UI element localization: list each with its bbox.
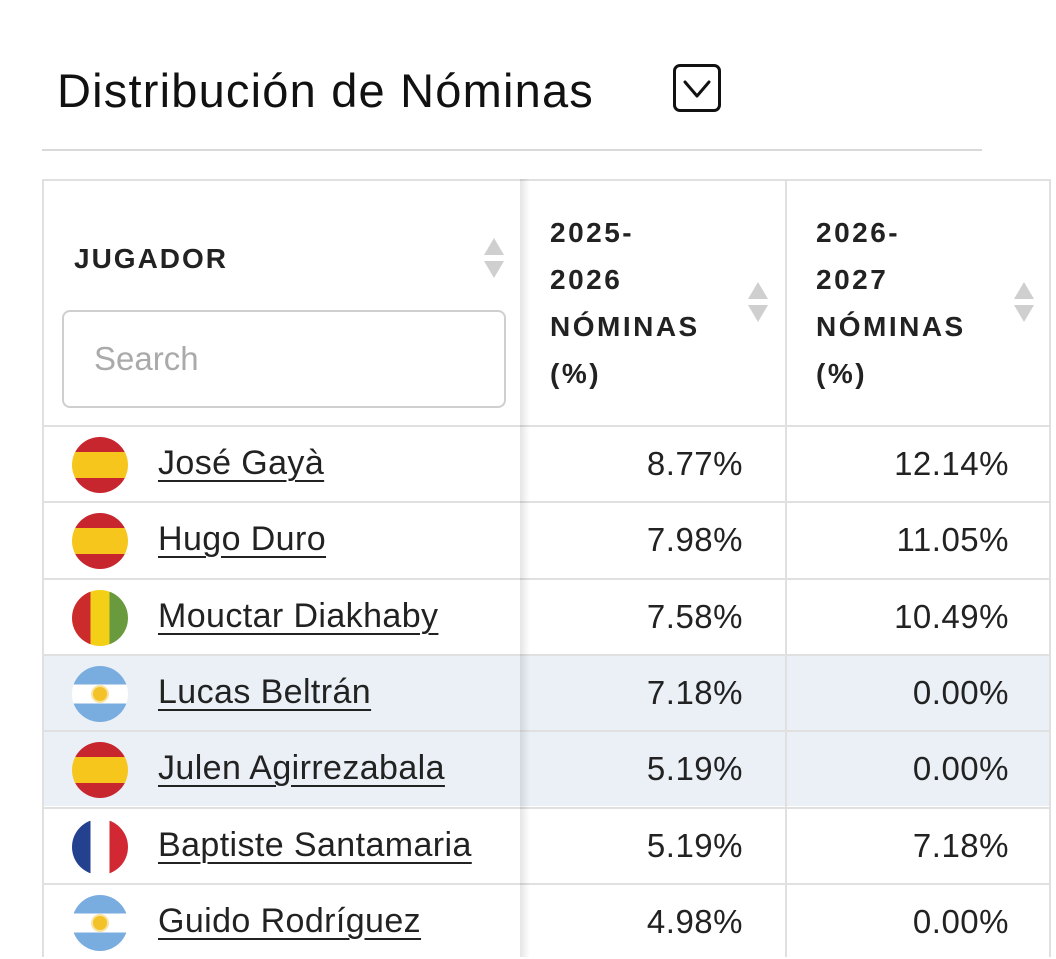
payroll-percent-cell: 12.14% (894, 445, 1009, 482)
table-row: Mouctar Diakhaby (44, 578, 520, 654)
argentina-flag-icon (72, 895, 128, 951)
collapse-toggle-button[interactable] (673, 64, 721, 112)
section-title: Distribución de Nóminas (57, 63, 594, 117)
payroll-percent-cell: 8.77% (646, 445, 743, 482)
player-name-link[interactable]: Hugo Duro (158, 520, 327, 558)
table-row: Julen Agirrezabala (44, 730, 520, 806)
season-2026-2027-header[interactable]: 2026- 2027 NÓMINAS (%) (816, 209, 986, 397)
table-row: 7.58% (520, 578, 785, 654)
player-name-link[interactable]: Lucas Beltrán (158, 673, 372, 711)
table-row: 10.49% (787, 578, 1049, 654)
player-column-header[interactable]: JUGADOR (44, 181, 520, 425)
payroll-table: JUGADOR José Gayà Hugo Duro Mouctar Diakha… (42, 179, 1056, 957)
table-row: 7.18% (520, 654, 785, 730)
player-name-link[interactable]: Baptiste Santamaria (158, 826, 472, 864)
table-row: Baptiste Santamaria (44, 807, 520, 883)
header-line: NÓMINAS (550, 311, 700, 342)
table-row: 5.19% (520, 730, 785, 806)
payroll-percent-cell: 0.00% (912, 903, 1009, 940)
argentina-flag-icon (72, 666, 128, 722)
spain-flag-icon (72, 437, 128, 493)
table-row: 7.98% (520, 501, 785, 577)
payroll-percent-cell: 7.58% (646, 598, 743, 635)
table-row: José Gayà (44, 425, 520, 501)
payroll-percent-cell: 11.05% (896, 521, 1009, 558)
sort-icon[interactable] (484, 238, 504, 282)
payroll-percent-cell: 7.18% (646, 674, 743, 711)
sort-icon[interactable] (748, 282, 768, 326)
spain-flag-icon (72, 742, 128, 798)
payroll-percent-cell: 7.98% (646, 521, 743, 558)
payroll-percent-cell: 7.18% (912, 827, 1009, 864)
player-name-link[interactable]: Guido Rodríguez (158, 902, 422, 940)
table-row: 12.14% (787, 425, 1049, 501)
header-line: (%) (816, 358, 868, 389)
france-flag-icon (72, 819, 128, 875)
header-divider (42, 149, 982, 151)
chevron-down-icon (683, 80, 711, 98)
payroll-percent-cell: 10.49% (894, 598, 1009, 635)
payroll-percent-cell: 4.98% (646, 903, 743, 940)
guinea-flag-icon (72, 590, 128, 646)
table-row: Guido Rodríguez (44, 883, 520, 959)
sort-icon[interactable] (1014, 282, 1034, 326)
header-line: NÓMINAS (816, 311, 966, 342)
player-column: JUGADOR José Gayà Hugo Duro Mouctar Diakha… (42, 179, 520, 957)
table-row: Lucas Beltrán (44, 654, 520, 730)
payroll-percent-cell: 5.19% (646, 827, 743, 864)
spain-flag-icon (72, 513, 128, 569)
header-line: 2025- (550, 217, 635, 248)
header-line: 2027 (816, 264, 889, 295)
table-row: 0.00% (787, 883, 1049, 959)
header-line: 2026 (550, 264, 623, 295)
table-row: 5.19% (520, 807, 785, 883)
table-row: 8.77% (520, 425, 785, 501)
table-row: Hugo Duro (44, 501, 520, 577)
table-row: 11.05% (787, 501, 1049, 577)
player-name-link[interactable]: José Gayà (158, 444, 325, 482)
season-2025-2026-header[interactable]: 2025- 2026 NÓMINAS (%) (550, 209, 720, 397)
payroll-percent-cell: 0.00% (912, 674, 1009, 711)
header-line: (%) (550, 358, 602, 389)
payroll-percent-cell: 5.19% (646, 750, 743, 787)
season-2025-2026-column: 2025- 2026 NÓMINAS (%) 8.77% 7.98% 7.58% 7.… (520, 179, 787, 957)
player-name-link[interactable]: Mouctar Diakhaby (158, 597, 439, 635)
table-row: 7.18% (787, 807, 1049, 883)
table-row: 0.00% (787, 654, 1049, 730)
player-name-link[interactable]: Julen Agirrezabala (158, 749, 445, 787)
player-header-label: JUGADOR (74, 243, 229, 274)
payroll-percent-cell: 0.00% (912, 750, 1009, 787)
search-input[interactable] (62, 310, 506, 408)
section-header: Distribución de Nóminas (57, 58, 594, 122)
header-line: 2026- (816, 217, 901, 248)
table-row: 4.98% (520, 883, 785, 959)
season-2026-2027-column: 2026- 2027 NÓMINAS (%) 12.14% 11.05% 10.49… (787, 179, 1051, 957)
table-row: 0.00% (787, 730, 1049, 806)
